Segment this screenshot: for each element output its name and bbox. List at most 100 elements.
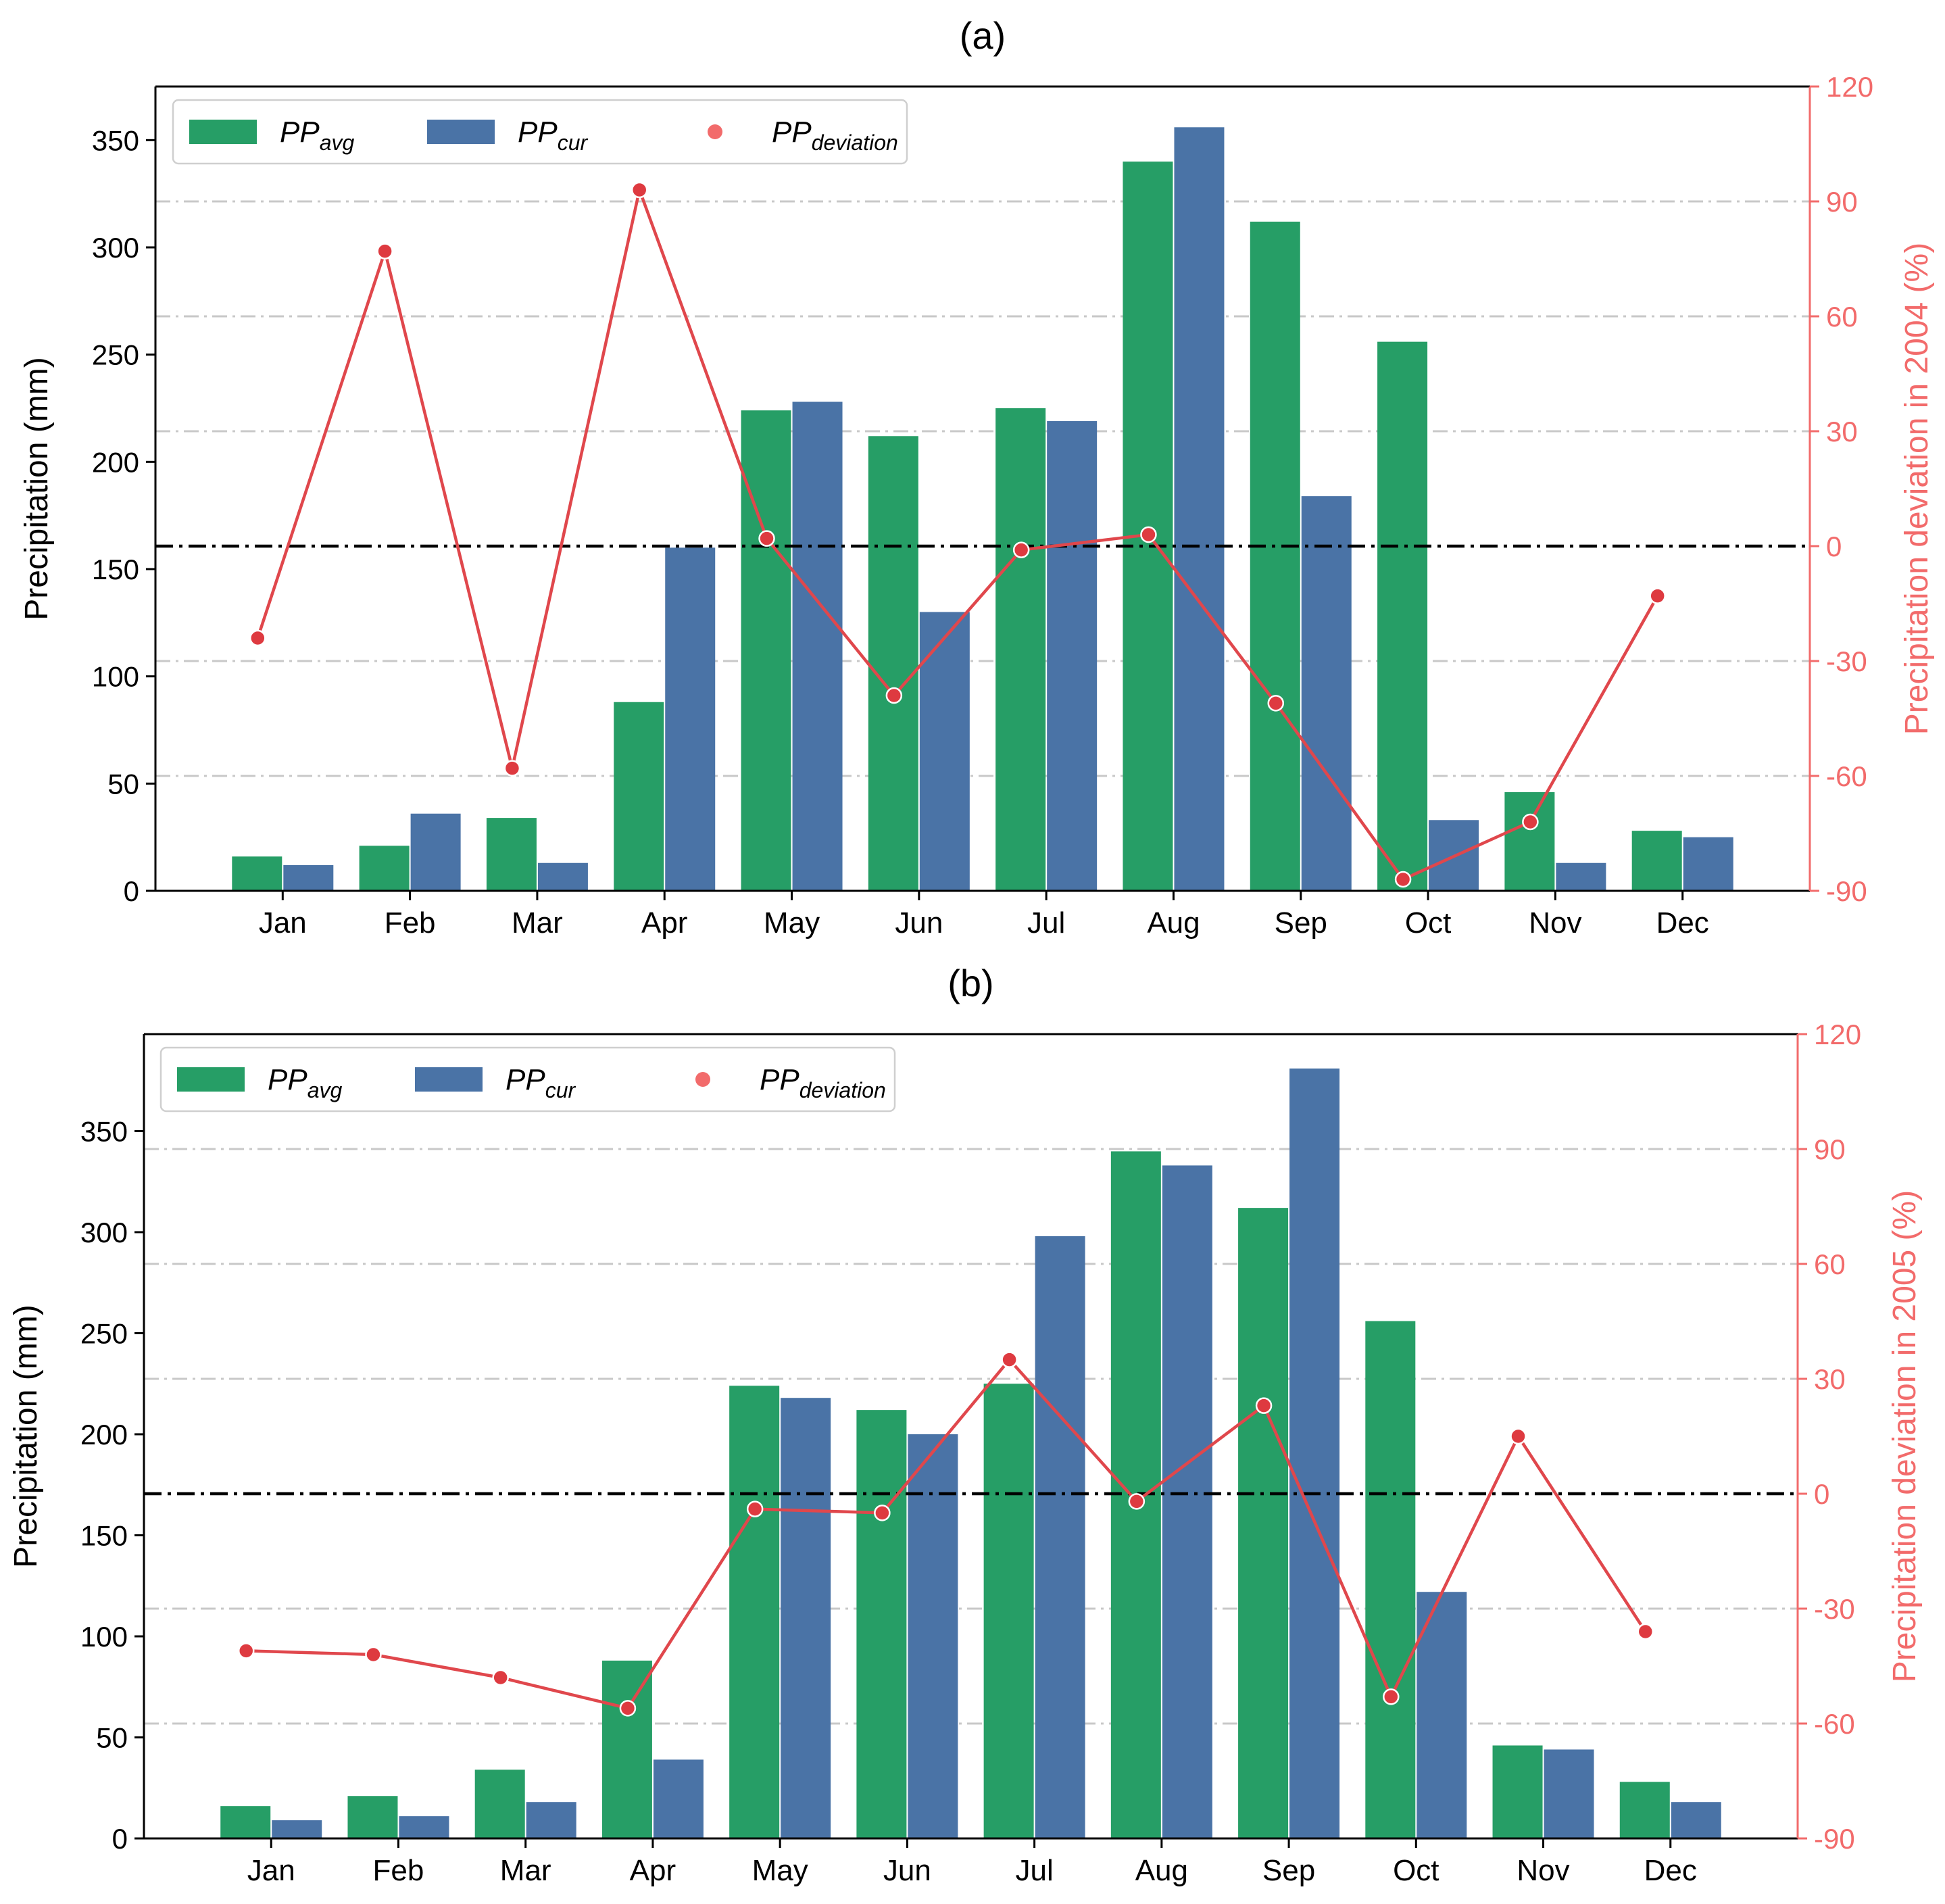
x-tick-label-apr: Apr <box>641 906 687 939</box>
x-tick-label-jun: Jun <box>883 1854 931 1887</box>
legend-label-avg: PPavg <box>280 116 355 155</box>
x-tick-label-dec: Dec <box>1644 1854 1697 1887</box>
legend-label-deviation: PPdeviation <box>772 116 898 155</box>
bar-cur-aug <box>1162 1165 1212 1838</box>
x-tick-label-feb: Feb <box>373 1854 424 1887</box>
legend-label-deviation: PPdeviation <box>760 1063 886 1102</box>
y-axis-title: Precipitation (mm) <box>19 357 55 620</box>
bar-cur-nov <box>1544 1749 1594 1838</box>
legend-label-cur: PPcur <box>506 1063 576 1102</box>
bar-avg-jan <box>220 1806 271 1838</box>
legend-label-sub: cur <box>545 1078 576 1102</box>
left-tick-label: 200 <box>80 1419 128 1450</box>
bar-avg-feb <box>359 846 410 891</box>
bar-avg-sep <box>1250 221 1300 891</box>
legend-marker-deviation <box>708 124 722 139</box>
left-tick-label: 250 <box>92 339 139 371</box>
x-tick-label-dec: Dec <box>1656 906 1709 939</box>
legend-label-base: PP <box>518 116 558 149</box>
legend-label-base: PP <box>760 1063 799 1096</box>
bar-avg-jan <box>232 856 282 891</box>
deviation-point-jun <box>885 687 903 704</box>
right-tick-label: -90 <box>1826 875 1867 907</box>
deviation-point-dec <box>1637 1623 1654 1640</box>
x-tick-label-jan: Jan <box>247 1854 295 1887</box>
x-tick-label-feb: Feb <box>385 906 436 939</box>
right-tick-label: -90 <box>1814 1823 1855 1855</box>
legend-label-sub: deviation <box>812 130 898 155</box>
deviation-point-jul <box>1012 541 1030 558</box>
deviation-point-oct <box>1394 871 1412 888</box>
bar-avg-sep <box>1238 1208 1289 1838</box>
bar-cur-jul <box>1035 1236 1085 1838</box>
bar-avg-nov <box>1492 1745 1543 1838</box>
legend: PPavg PPcur PPdeviation <box>172 99 908 165</box>
legend-swatch-avg <box>177 1067 245 1092</box>
bar-avg-apr <box>601 1660 652 1838</box>
right-tick-label: 30 <box>1826 416 1858 447</box>
bar-avg-oct <box>1365 1321 1416 1838</box>
deviation-line <box>256 188 1659 881</box>
bar-cur-jun <box>919 612 970 891</box>
bar-avg-jun <box>868 436 918 891</box>
right-tick-label: 60 <box>1814 1248 1846 1280</box>
x-tick-label-aug: Aug <box>1135 1854 1188 1887</box>
right-tick-label: 90 <box>1826 186 1858 218</box>
deviation-point-apr <box>619 1700 637 1717</box>
deviation-point-nov <box>1510 1427 1527 1445</box>
bar-cur-apr <box>653 1759 704 1838</box>
legend-label-base: PP <box>280 116 320 149</box>
x-tick-label-apr: Apr <box>630 1854 676 1887</box>
bar-cur-mar <box>537 862 588 891</box>
left-tick-label: 0 <box>112 1823 128 1855</box>
x-tick-label-nov: Nov <box>1529 906 1581 939</box>
x-tick-label-aug: Aug <box>1147 906 1200 939</box>
y-axis-title: Precipitation (mm) <box>8 1304 44 1567</box>
left-tick-label: 100 <box>80 1621 128 1653</box>
bar-avg-apr <box>614 702 664 891</box>
legend-label-base: PP <box>268 1063 307 1096</box>
deviation-point-jul <box>1001 1351 1018 1368</box>
deviation-point-jan <box>249 629 266 647</box>
bar-avg-dec <box>1619 1782 1670 1838</box>
legend-label-avg: PPavg <box>268 1063 343 1102</box>
deviation-point-apr <box>631 181 648 199</box>
right-tick-label: 30 <box>1814 1363 1846 1395</box>
legend-frame <box>172 99 908 165</box>
deviation-point-mar <box>492 1669 509 1686</box>
legend-swatch-cur <box>427 120 495 144</box>
bar-cur-jan <box>283 864 334 891</box>
deviation-point-aug <box>1140 526 1157 543</box>
bar-avg-dec <box>1631 831 1682 891</box>
left-tick-label: 0 <box>124 875 139 907</box>
x-tick-label-oct: Oct <box>1405 906 1451 939</box>
bar-avg-may <box>729 1386 780 1838</box>
left-tick-label: 300 <box>80 1217 128 1248</box>
deviation-point-jan <box>237 1642 255 1659</box>
legend-swatch-cur <box>415 1067 483 1092</box>
left-tick-label: 50 <box>96 1722 128 1754</box>
x-tick-label-oct: Oct <box>1393 1854 1439 1887</box>
bar-cur-may <box>781 1398 831 1838</box>
legend-label-cur: PPcur <box>518 116 589 155</box>
x-tick-label-sep: Sep <box>1275 906 1327 939</box>
deviation-point-sep <box>1255 1397 1273 1414</box>
deviation-point-oct <box>1383 1688 1400 1705</box>
bar-cur-jan <box>272 1820 322 1838</box>
x-tick-label-jul: Jul <box>1027 906 1065 939</box>
deviation-point-dec <box>1649 587 1666 604</box>
x-tick-label-sep: Sep <box>1262 1854 1315 1887</box>
right-tick-label: 0 <box>1826 531 1842 562</box>
bar-cur-dec <box>1671 1802 1721 1838</box>
bar-cur-nov <box>1556 862 1606 891</box>
bar-avg-jun <box>856 1410 907 1838</box>
right-tick-label: -30 <box>1814 1593 1855 1625</box>
panel-a: (a) 0 50 100 150 200 250 300 350 -90 -60 -30 0 30 60 90… <box>19 14 1935 939</box>
panel-b: (b) 0 50 100 150 200 250 300 350 -90 -60 -30 0 30 60 90… <box>8 962 1923 1887</box>
left-tick-label: 350 <box>92 124 139 156</box>
left-tick-label: 300 <box>92 232 139 264</box>
left-tick-label: 250 <box>80 1318 128 1350</box>
right-tick-label: 90 <box>1814 1133 1846 1165</box>
legend-label-base: PP <box>506 1063 545 1096</box>
